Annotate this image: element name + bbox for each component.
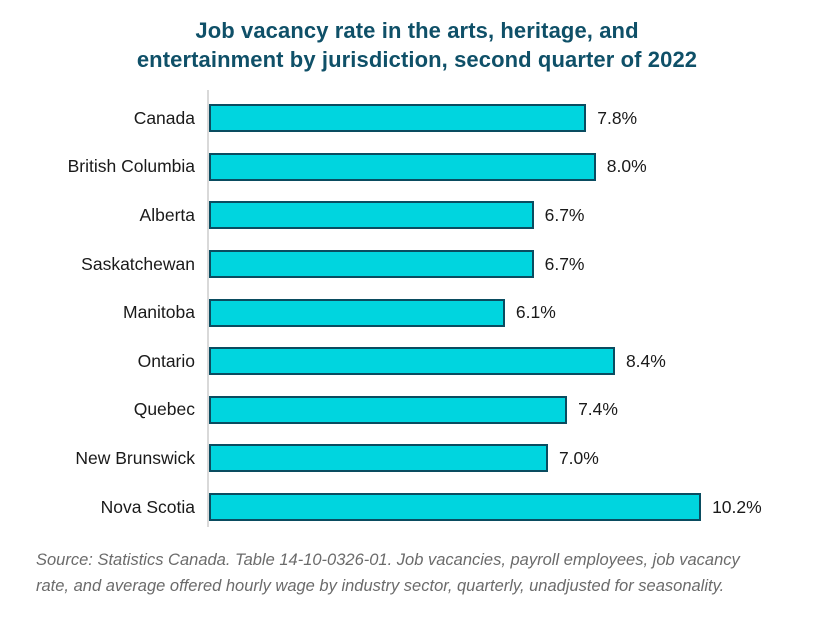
category-label: Canada	[133, 107, 195, 128]
value-label: 10.2%	[712, 496, 762, 517]
chart-row: Saskatchewan 6.7%	[0, 240, 834, 289]
value-label: 7.8%	[597, 107, 638, 128]
chart-title: Job vacancy rate in the arts, heritage, …	[0, 16, 834, 74]
chart-title-line-1: Job vacancy rate in the arts, heritage, …	[195, 18, 639, 43]
value-label: 6.1%	[515, 302, 556, 323]
value-label: 6.7%	[544, 204, 585, 225]
chart-row: Canada 7.8%	[0, 94, 834, 143]
value-label: 7.4%	[578, 399, 618, 420]
chart-row: Quebec 7.4%	[0, 386, 834, 435]
bar-area: 10.2%	[209, 483, 762, 532]
bar-area: 6.7%	[209, 240, 584, 289]
chart-row: New Brunswick 7.0%	[0, 434, 834, 483]
bar	[209, 298, 505, 327]
bar-area: 8.0%	[209, 143, 647, 192]
bar	[209, 444, 548, 473]
plot-area: Canada 7.8% British Columbia 8.0% Alberta 6.7…	[0, 90, 834, 527]
value-label: 7.0%	[558, 447, 599, 468]
chart-row: British Columbia 8.0%	[0, 143, 834, 192]
bar-area: 8.4%	[209, 337, 666, 386]
value-label: 6.7%	[544, 253, 585, 274]
category-label: Manitoba	[123, 302, 195, 323]
value-label: 8.0%	[606, 156, 647, 177]
bar-rows: Canada 7.8% British Columbia 8.0% Alberta 6.7…	[0, 94, 834, 531]
bar	[209, 347, 615, 376]
value-label: 8.4%	[625, 350, 666, 371]
bar	[209, 201, 534, 230]
category-label: Quebec	[133, 399, 195, 420]
bar-area: 7.4%	[209, 386, 618, 435]
category-label: Ontario	[137, 350, 195, 371]
chart-row: Nova Scotia 10.2%	[0, 483, 834, 532]
chart-title-line-2: entertainment by jurisdiction, second qu…	[136, 47, 698, 72]
y-axis-line	[207, 90, 209, 527]
category-label: Alberta	[139, 204, 195, 225]
bar-area: 7.0%	[209, 434, 599, 483]
category-label: British Columbia	[67, 156, 195, 177]
bar	[209, 395, 568, 424]
bar	[209, 152, 596, 181]
bar-area: 6.1%	[209, 288, 556, 337]
bar	[209, 250, 534, 279]
bar	[209, 104, 587, 133]
source-note: Source: Statistics Canada. Table 14-10-0…	[36, 551, 740, 595]
chart-row: Manitoba 6.1%	[0, 288, 834, 337]
category-label: Saskatchewan	[81, 253, 195, 274]
category-label: New Brunswick	[75, 447, 195, 468]
bar	[209, 493, 702, 522]
chart-row: Alberta 6.7%	[0, 191, 834, 240]
chart-row: Ontario 8.4%	[0, 337, 834, 386]
category-label: Nova Scotia	[100, 496, 195, 517]
bar-area: 6.7%	[209, 191, 584, 240]
bar-area: 7.8%	[209, 94, 637, 143]
